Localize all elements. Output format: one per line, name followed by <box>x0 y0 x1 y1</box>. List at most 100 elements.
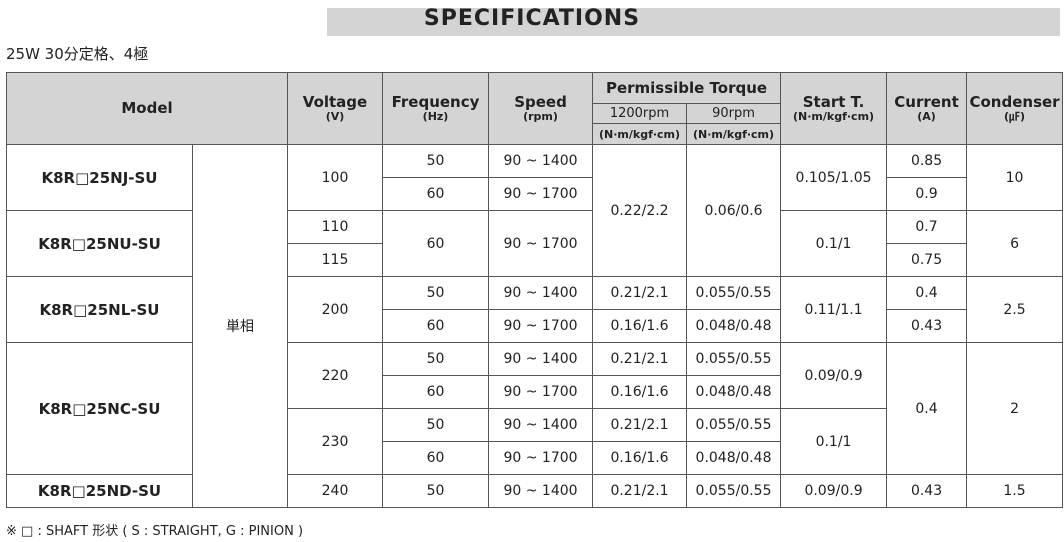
table-cell: 0.43 <box>886 474 968 508</box>
table-cell: 0.7 <box>886 210 968 244</box>
header-text: Speed <box>514 92 567 111</box>
table-cell: 0.09/0.9 <box>780 474 888 508</box>
table-row: K8R□25NJ-SU 単相 100 50 90 ~ 1400 0.22/2.2 0.06/… <box>6 144 1064 508</box>
table-cell: 0.21/2.1 <box>592 342 688 376</box>
model-cell: K8R□25NL-SU <box>6 276 193 343</box>
table-cell: 0.9 <box>886 177 968 211</box>
table-cell: 0.11/1.1 <box>780 276 888 343</box>
table-cell: 単相 <box>191 144 289 508</box>
table-cell: 230 <box>287 408 384 475</box>
table-cell: 0.16/1.6 <box>592 375 688 409</box>
table-cell: 0.21/2.1 <box>592 276 688 310</box>
header-cell: 90rpm <box>686 103 782 124</box>
header-cell: Frequency (Hz) <box>382 72 490 145</box>
table-cell: 200 <box>287 276 384 343</box>
table-row: 60 90 ~ 1700 0.16/1.6 0.048/0.48 <box>7 441 1063 475</box>
table-cell: 0.1/1 <box>780 210 888 277</box>
subtitle: 25W 30分定格、4極 <box>6 45 149 63</box>
table-cell: 90 ~ 1700 <box>488 177 594 211</box>
table-cell: 0.048/0.48 <box>686 309 782 343</box>
header-unit: (V) <box>325 109 345 123</box>
header-cell: (N·m/kgf·cm) <box>592 123 688 145</box>
table-cell: 50 <box>382 276 490 310</box>
table-body: K8R□25NJ-SU 単相 100 50 90 ~ 1400 0.22/2.2 0.06/… <box>6 144 1064 508</box>
table-cell: 0.22/2.2 <box>592 144 688 277</box>
header-cell: (N·m/kgf·cm) <box>686 123 782 145</box>
table-cell: 60 <box>382 309 490 343</box>
table-cell: 0.048/0.48 <box>686 441 782 475</box>
table-cell: 10 <box>966 144 1064 211</box>
model-cell: K8R□25NU-SU <box>6 210 193 277</box>
table-cell: 2.5 <box>966 276 1064 343</box>
table-cell: 0.055/0.55 <box>686 276 782 310</box>
table-cell: 0.105/1.05 <box>780 144 888 211</box>
table-row: 60 90 ~ 1700 0.9 <box>7 177 1063 211</box>
table-cell: 100 <box>287 144 384 211</box>
header-cell: Voltage (V) <box>287 72 384 145</box>
model-cell: K8R□25NJ-SU <box>6 144 193 211</box>
table-cell: 90 ~ 1700 <box>488 210 594 277</box>
footnote: ※ □ : SHAFT 形状 ( S : STRAIGHT, G : PINIO… <box>6 524 304 539</box>
table-cell: 90 ~ 1700 <box>488 441 594 475</box>
table-cell: 50 <box>382 408 490 442</box>
header-cell: Permissible Torque <box>592 72 782 104</box>
header-text: Voltage <box>302 92 368 111</box>
table-cell: 0.21/2.1 <box>592 474 688 508</box>
table-cell: 0.055/0.55 <box>686 474 782 508</box>
header-text: Start T. <box>802 92 865 111</box>
header-unit: (A) <box>917 109 936 123</box>
model-cell: K8R□25ND-SU <box>6 474 193 508</box>
table-row: K8R□25NC-SU 220 50 90 ~ 1400 0.21/2.1 0.055/0… <box>6 342 1064 475</box>
table-cell: 60 <box>382 375 490 409</box>
table-cell: 6 <box>966 210 1064 277</box>
table-cell: 0.055/0.55 <box>686 408 782 442</box>
table-cell: 60 <box>382 441 490 475</box>
header-unit: (Hz) <box>422 109 449 123</box>
table-cell: 60 <box>382 177 490 211</box>
header-cell: Model <box>5 72 289 145</box>
table-cell: 60 <box>382 210 490 277</box>
spec-table: Model Voltage (V) Frequency (Hz) Speed (rpm… <box>5 72 1064 508</box>
header-cell: 1200rpm <box>592 103 688 124</box>
table-cell: 115 <box>287 243 384 277</box>
header-unit: (N·m/kgf·cm) <box>793 109 875 123</box>
table-cell: 90 ~ 1400 <box>488 474 594 508</box>
table-cell: 0.4 <box>886 276 968 310</box>
header-cell: Start T. (N·m/kgf·cm) <box>780 72 888 145</box>
table-cell: 0.055/0.55 <box>686 342 782 376</box>
header-text: Current <box>894 92 959 111</box>
table-cell: 0.85 <box>886 144 968 178</box>
table-row: K8R□25NU-SU 110 60 90 ~ 1700 0.1/1 0.7 6 <box>6 210 1064 277</box>
table-cell: 0.16/1.6 <box>592 309 688 343</box>
header-text: Frequency <box>391 92 480 111</box>
header-cell: Speed (rpm) <box>488 72 594 145</box>
table-cell: 240 <box>287 474 384 508</box>
header-unit: (㎌) <box>1004 109 1026 123</box>
table-cell: 50 <box>382 474 490 508</box>
table-cell: 90 ~ 1400 <box>488 144 594 178</box>
header-unit: (rpm) <box>523 109 558 123</box>
table-row: 60 90 ~ 1700 0.16/1.6 0.048/0.48 0.43 <box>7 309 1063 343</box>
table-cell: 0.048/0.48 <box>686 375 782 409</box>
title-bar <box>327 8 1060 36</box>
table-row: 60 90 ~ 1700 0.16/1.6 0.048/0.48 <box>7 375 1063 409</box>
table-cell: 90 ~ 1400 <box>488 276 594 310</box>
table-cell: 220 <box>287 342 384 409</box>
table-cell: 50 <box>382 144 490 178</box>
table-cell: 0.21/2.1 <box>592 408 688 442</box>
table-row: 230 50 90 ~ 1400 0.21/2.1 0.055/0.55 0.1/1 <box>7 408 1063 475</box>
table-cell: 2 <box>966 342 1064 475</box>
table-cell: 50 <box>382 342 490 376</box>
table-cell: 0.1/1 <box>780 408 888 475</box>
table-cell: 0.06/0.6 <box>686 144 782 277</box>
table-cell: 90 ~ 1700 <box>488 375 594 409</box>
table-cell: 0.09/0.9 <box>780 342 888 409</box>
table-cell: 0.4 <box>886 342 968 475</box>
table-cell: 0.16/1.6 <box>592 441 688 475</box>
table-row: K8R□25NL-SU 200 50 90 ~ 1400 0.21/2.1 0.055/0… <box>6 276 1064 343</box>
header-cell: Current (A) <box>886 72 968 145</box>
table-cell: 110 <box>287 210 384 244</box>
header-cell: Condenser (㎌) <box>966 72 1064 145</box>
table-cell: 0.75 <box>886 243 968 277</box>
